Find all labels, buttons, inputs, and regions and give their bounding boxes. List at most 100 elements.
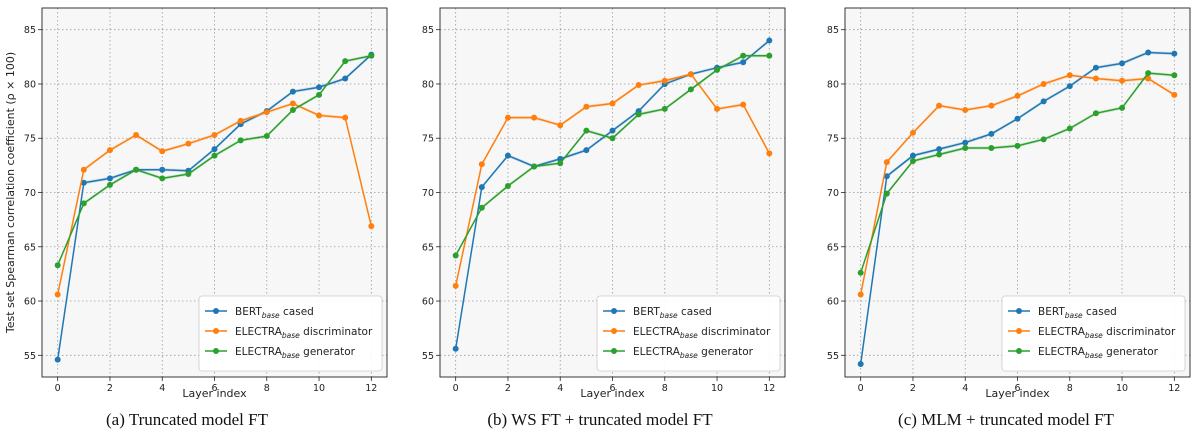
data-point xyxy=(342,75,349,82)
x-tick-label: 10 xyxy=(313,383,325,394)
data-point xyxy=(237,137,244,144)
data-point xyxy=(909,152,916,159)
data-point xyxy=(531,114,538,121)
legend-label: BERTbase cased xyxy=(1038,306,1117,320)
legend-swatch-marker xyxy=(213,328,219,334)
data-point xyxy=(936,151,943,158)
chart-panel: 0 2 4 6 8 10 12 55 60 65 70 75 80 85 Layer index BERTba… xyxy=(422,7,786,429)
data-point xyxy=(1145,75,1152,82)
data-point xyxy=(988,130,995,137)
y-tick-label: 65 xyxy=(827,242,839,253)
chart-panel: 0 2 4 6 8 10 12 55 60 65 70 75 80 85 Layer index Test s… xyxy=(4,7,388,429)
x-tick-label: 10 xyxy=(1116,383,1128,394)
data-point xyxy=(54,356,61,363)
x-tick-label: 6 xyxy=(211,383,217,394)
data-point xyxy=(133,131,140,138)
x-axis-label: Layer index xyxy=(580,387,645,400)
data-point xyxy=(857,291,864,298)
data-point xyxy=(289,88,296,95)
legend-label: ELECTRAbase discriminator xyxy=(1038,326,1176,340)
data-point xyxy=(1066,83,1073,90)
data-point xyxy=(1171,91,1178,98)
data-point xyxy=(1171,72,1178,79)
data-point xyxy=(289,107,296,114)
y-tick-label: 85 xyxy=(827,25,839,36)
legend-swatch-marker xyxy=(611,348,617,354)
data-point xyxy=(909,158,916,165)
x-tick-label: 4 xyxy=(557,383,563,394)
data-point xyxy=(1145,49,1152,56)
data-point xyxy=(263,133,270,140)
legend-swatch-marker xyxy=(213,348,219,354)
x-tick-label: 12 xyxy=(763,383,775,394)
legend-label: ELECTRAbase generator xyxy=(235,346,356,360)
data-point xyxy=(635,111,642,118)
data-point xyxy=(661,77,668,84)
data-point xyxy=(368,52,375,59)
data-point xyxy=(452,345,459,352)
data-point xyxy=(583,127,590,134)
legend: BERTbase cased ELECTRAbase discriminator E… xyxy=(1001,295,1186,372)
data-point xyxy=(133,166,140,173)
legend-label: BERTbase cased xyxy=(235,306,314,320)
y-tick-label: 55 xyxy=(827,351,839,362)
data-point xyxy=(54,262,61,269)
y-tick-label: 80 xyxy=(422,79,434,90)
data-point xyxy=(1171,50,1178,57)
data-point xyxy=(316,91,323,98)
data-point xyxy=(316,112,323,119)
y-tick-label: 85 xyxy=(24,25,36,36)
x-tick-label: 0 xyxy=(453,383,459,394)
data-point xyxy=(531,163,538,170)
x-tick-label: 8 xyxy=(264,383,270,394)
x-axis-label: Layer index xyxy=(182,387,247,400)
data-point xyxy=(1092,64,1099,71)
legend-label: ELECTRAbase discriminator xyxy=(633,326,771,340)
data-point xyxy=(962,107,969,114)
data-point xyxy=(1014,142,1021,149)
x-tick-label: 2 xyxy=(910,383,916,394)
data-point xyxy=(342,114,349,121)
data-point xyxy=(452,282,459,289)
data-point xyxy=(1040,98,1047,105)
data-point xyxy=(504,182,511,189)
legend-label: BERTbase cased xyxy=(633,306,712,320)
y-tick-label: 65 xyxy=(422,242,434,253)
x-tick-label: 8 xyxy=(1067,383,1073,394)
legend-swatch-marker xyxy=(611,308,617,314)
legend: BERTbase cased ELECTRAbase discriminator E… xyxy=(198,295,383,372)
data-point xyxy=(1066,125,1073,132)
y-axis-label: Test set Spearman correlation coefficien… xyxy=(4,52,17,334)
y-tick-label: 60 xyxy=(827,297,839,308)
data-point xyxy=(159,175,166,182)
data-point xyxy=(80,166,87,173)
legend-label: ELECTRAbase discriminator xyxy=(235,326,373,340)
data-point xyxy=(988,145,995,152)
y-tick-label: 85 xyxy=(422,25,434,36)
panel-caption: (b) WS FT + truncated model FT xyxy=(487,410,713,429)
data-point xyxy=(909,129,916,136)
data-point xyxy=(609,100,616,107)
data-point xyxy=(857,269,864,276)
data-point xyxy=(962,139,969,146)
x-tick-label: 2 xyxy=(505,383,511,394)
x-tick-label: 12 xyxy=(1168,383,1180,394)
data-point xyxy=(106,147,113,154)
data-point xyxy=(1119,60,1126,67)
data-point xyxy=(106,175,113,182)
y-tick-label: 70 xyxy=(24,188,36,199)
data-point xyxy=(714,105,721,112)
data-point xyxy=(289,100,296,107)
x-axis-label: Layer index xyxy=(985,387,1050,400)
data-point xyxy=(106,181,113,188)
data-point xyxy=(237,117,244,124)
data-point xyxy=(54,291,61,298)
data-point xyxy=(661,105,668,112)
chart-panel: 0 2 4 6 8 10 12 55 60 65 70 75 80 85 Layer index BERTba… xyxy=(827,7,1191,429)
x-tick-label: 0 xyxy=(858,383,864,394)
data-point xyxy=(1014,115,1021,122)
y-tick-label: 75 xyxy=(24,134,36,145)
x-tick-label: 10 xyxy=(711,383,723,394)
y-tick-label: 55 xyxy=(422,351,434,362)
legend-box xyxy=(198,295,383,372)
